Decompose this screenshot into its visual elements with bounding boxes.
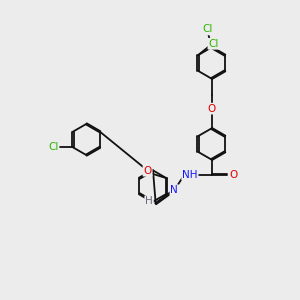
Text: Cl: Cl [203,24,213,34]
Text: Cl: Cl [208,39,219,49]
Text: O: O [143,166,152,176]
Text: Cl: Cl [48,142,59,152]
Text: NH: NH [182,169,198,180]
Text: N: N [170,185,178,195]
Text: O: O [207,103,216,114]
Text: O: O [229,169,237,180]
Text: H: H [145,196,153,206]
